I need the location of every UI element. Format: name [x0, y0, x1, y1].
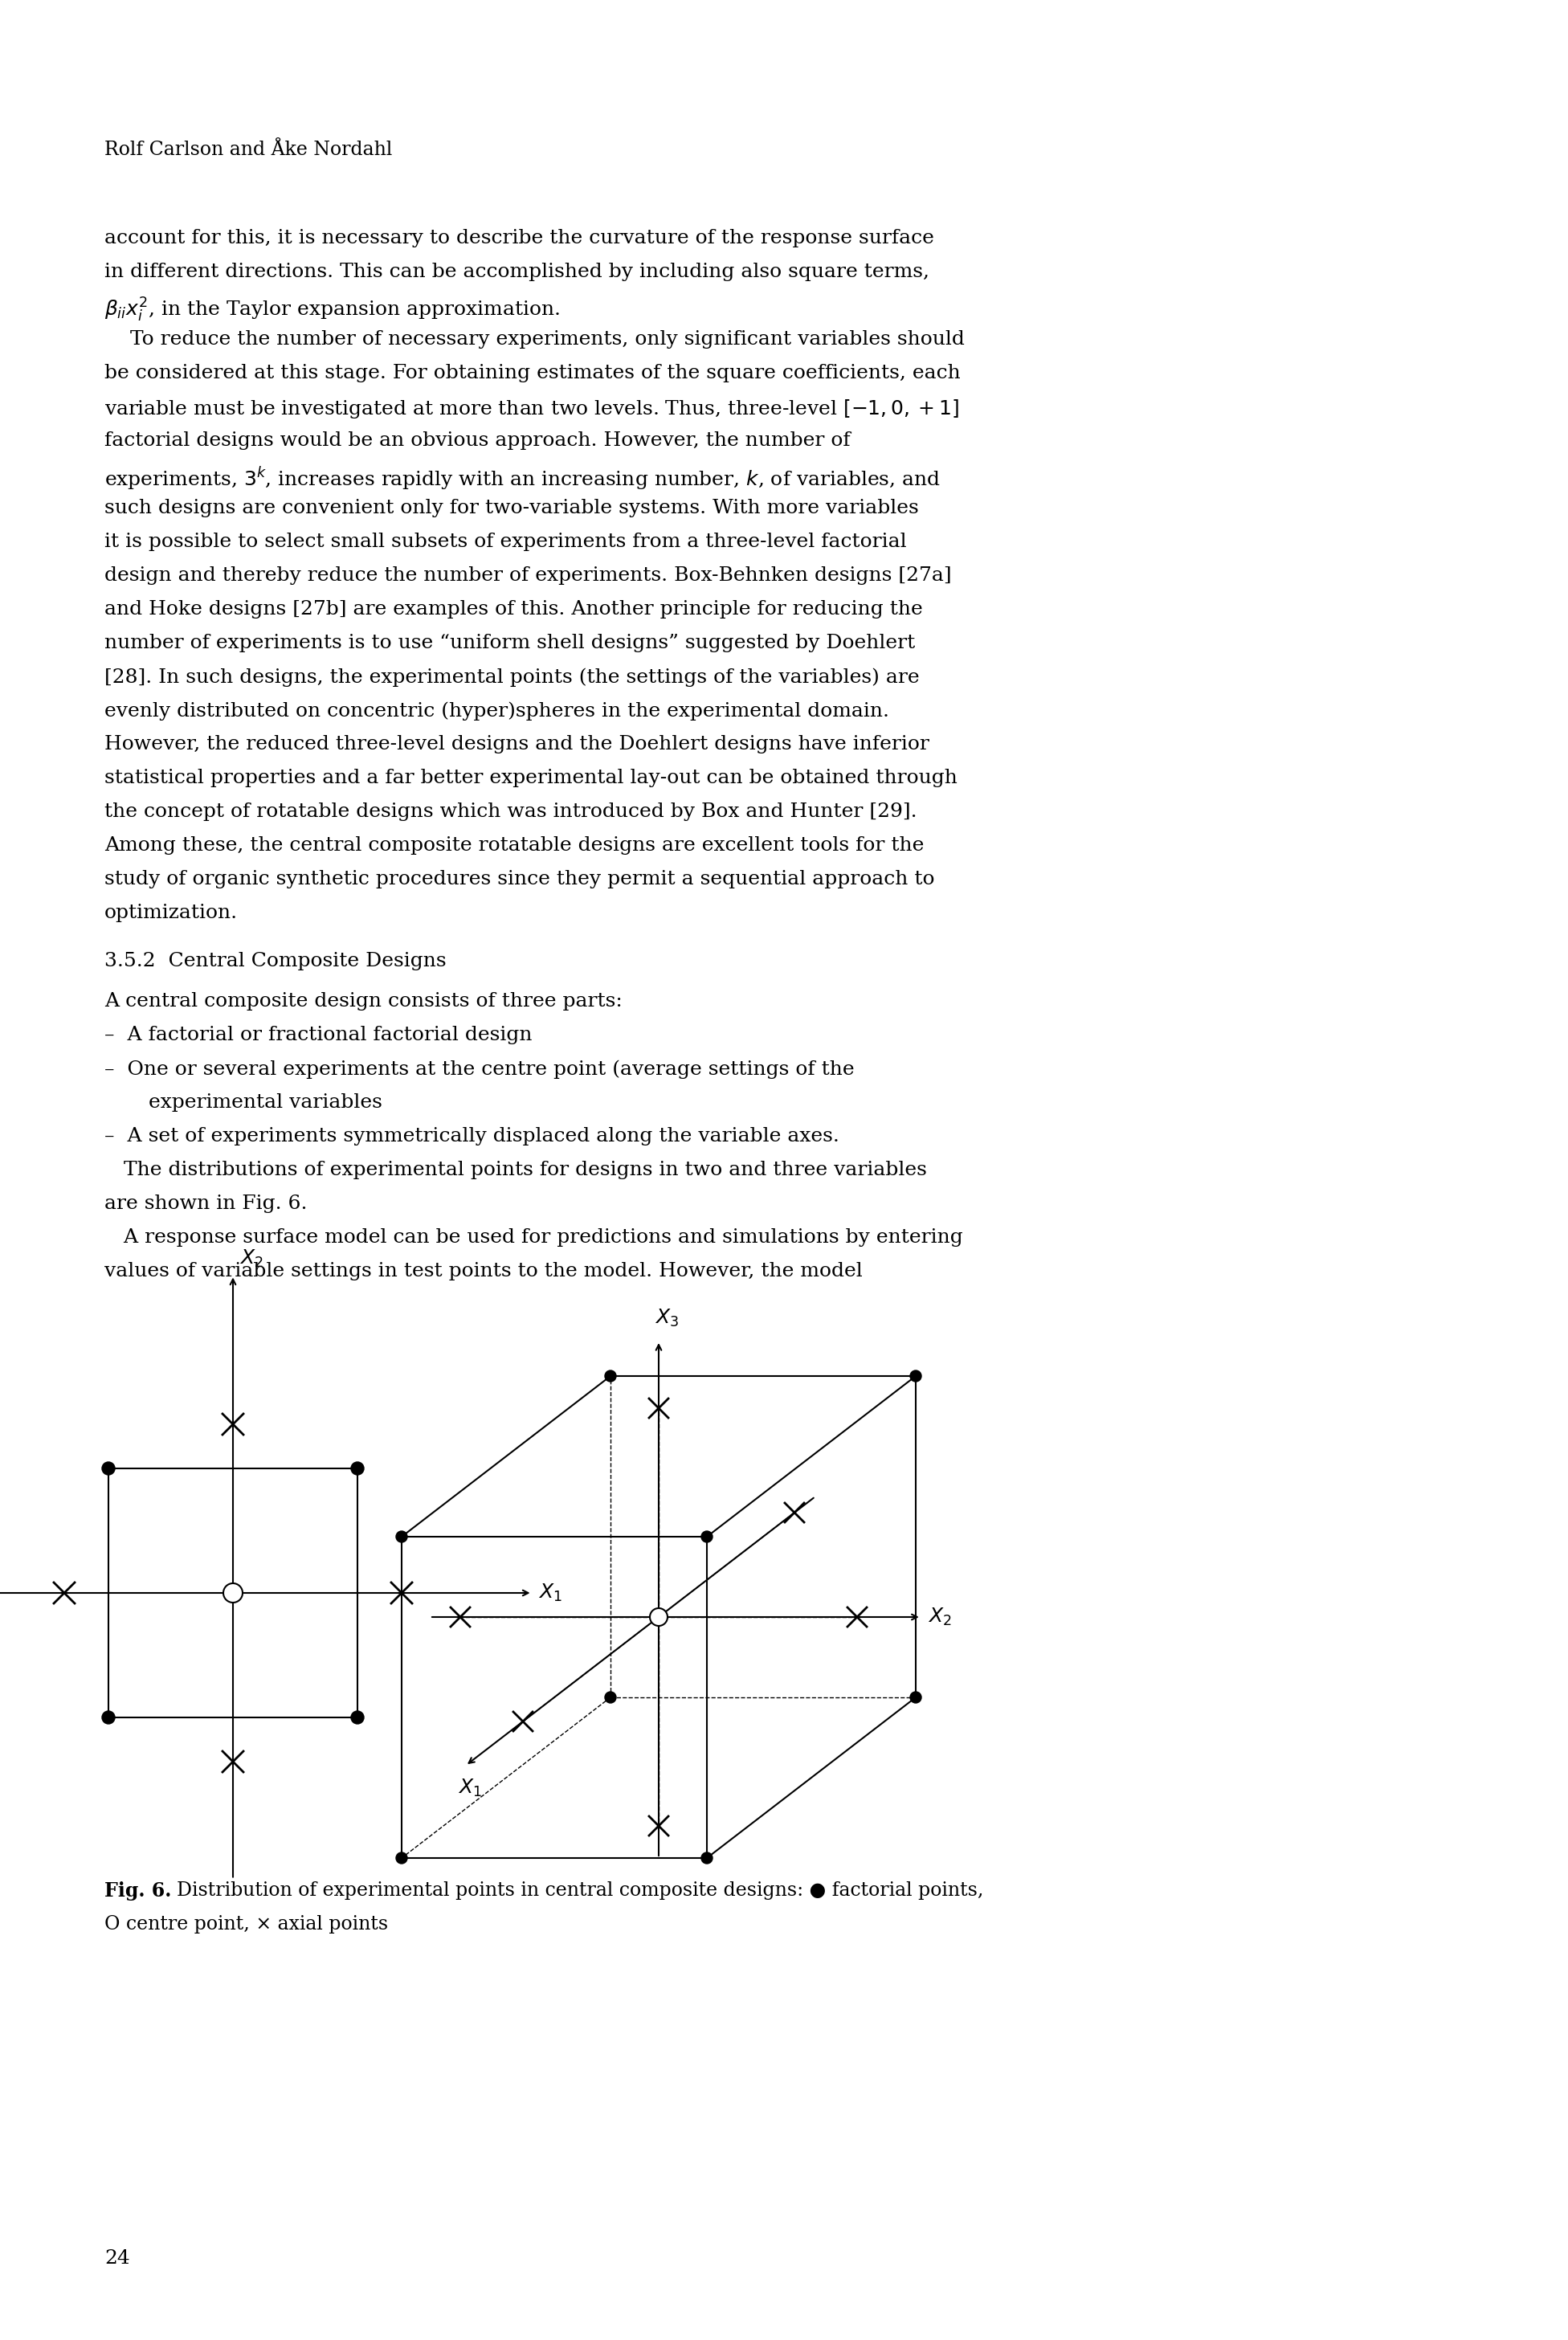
- Text: A central composite design consists of three parts:: A central composite design consists of t…: [105, 992, 622, 1011]
- Text: The distributions of experimental points for designs in two and three variables: The distributions of experimental points…: [105, 1161, 927, 1179]
- Circle shape: [701, 1853, 712, 1863]
- Text: values of variable settings in test points to the model. However, the model: values of variable settings in test poin…: [105, 1261, 862, 1280]
- Circle shape: [351, 1462, 364, 1474]
- Text: number of experiments is to use “uniform shell designs” suggested by Doehlert: number of experiments is to use “uniform…: [105, 634, 916, 653]
- Circle shape: [605, 1371, 616, 1381]
- Text: optimization.: optimization.: [105, 903, 238, 922]
- Text: and Hoke designs [27b] are examples of this. Another principle for reducing the: and Hoke designs [27b] are examples of t…: [105, 599, 922, 618]
- Text: $X_2$: $X_2$: [928, 1608, 952, 1629]
- Circle shape: [397, 1853, 408, 1863]
- Text: statistical properties and a far better experimental lay-out can be obtained thr: statistical properties and a far better …: [105, 770, 958, 786]
- Text: study of organic synthetic procedures since they permit a sequential approach to: study of organic synthetic procedures si…: [105, 870, 935, 889]
- Text: the concept of rotatable designs which was introduced by Box and Hunter [29].: the concept of rotatable designs which w…: [105, 803, 917, 821]
- Circle shape: [605, 1692, 616, 1704]
- Text: $X_1$: $X_1$: [458, 1778, 481, 1799]
- Text: Fig. 6.: Fig. 6.: [105, 1881, 171, 1900]
- Text: $X_3$: $X_3$: [655, 1308, 679, 1329]
- Text: Among these, the central composite rotatable designs are excellent tools for the: Among these, the central composite rotat…: [105, 835, 924, 854]
- Text: O centre point, × axial points: O centre point, × axial points: [105, 1914, 389, 1933]
- Circle shape: [102, 1462, 114, 1474]
- Text: experiments, $3^k$, increases rapidly with an increasing number, $k$, of variabl: experiments, $3^k$, increases rapidly wi…: [105, 466, 941, 491]
- Text: 3.5.2  Central Composite Designs: 3.5.2 Central Composite Designs: [105, 952, 447, 971]
- Circle shape: [351, 1711, 364, 1725]
- Text: design and thereby reduce the number of experiments. Box-Behnken designs [27a]: design and thereby reduce the number of …: [105, 566, 952, 585]
- Text: it is possible to select small subsets of experiments from a three-level factori: it is possible to select small subsets o…: [105, 534, 906, 550]
- Text: evenly distributed on concentric (hyper)spheres in the experimental domain.: evenly distributed on concentric (hyper)…: [105, 702, 889, 721]
- Circle shape: [397, 1530, 408, 1542]
- Text: 24: 24: [105, 2249, 130, 2267]
- Text: account for this, it is necessary to describe the curvature of the response surf: account for this, it is necessary to des…: [105, 229, 935, 248]
- Circle shape: [909, 1371, 922, 1381]
- Text: A response surface model can be used for predictions and simulations by entering: A response surface model can be used for…: [105, 1228, 963, 1247]
- Text: experimental variables: experimental variables: [149, 1093, 383, 1112]
- Circle shape: [223, 1584, 243, 1603]
- Text: However, the reduced three-level designs and the Doehlert designs have inferior: However, the reduced three-level designs…: [105, 735, 930, 753]
- Text: –  One or several experiments at the centre point (average settings of the: – One or several experiments at the cent…: [105, 1060, 855, 1079]
- Circle shape: [102, 1711, 114, 1725]
- Circle shape: [909, 1692, 922, 1704]
- Text: be considered at this stage. For obtaining estimates of the square coefficients,: be considered at this stage. For obtaini…: [105, 365, 961, 381]
- Text: Rolf Carlson and Åke Nordahl: Rolf Carlson and Åke Nordahl: [105, 140, 392, 159]
- Circle shape: [649, 1608, 668, 1626]
- Text: are shown in Fig. 6.: are shown in Fig. 6.: [105, 1193, 307, 1212]
- Circle shape: [701, 1530, 712, 1542]
- Text: [28]. In such designs, the experimental points (the settings of the variables) a: [28]. In such designs, the experimental …: [105, 667, 919, 686]
- Text: $X_2$: $X_2$: [240, 1250, 263, 1271]
- Text: in different directions. This can be accomplished by including also square terms: in different directions. This can be acc…: [105, 262, 930, 281]
- Text: –  A factorial or fractional factorial design: – A factorial or fractional factorial de…: [105, 1025, 532, 1044]
- Text: variable must be investigated at more than two levels. Thus, three-level $[-1, 0: variable must be investigated at more th…: [105, 398, 960, 421]
- Text: $X_1$: $X_1$: [538, 1582, 561, 1603]
- Text: Distribution of experimental points in central composite designs: ● factorial po: Distribution of experimental points in c…: [165, 1881, 983, 1900]
- Text: factorial designs would be an obvious approach. However, the number of: factorial designs would be an obvious ap…: [105, 431, 850, 449]
- Text: –  A set of experiments symmetrically displaced along the variable axes.: – A set of experiments symmetrically dis…: [105, 1128, 839, 1147]
- Text: $\beta_{ii}x_i^2$, in the Taylor expansion approximation.: $\beta_{ii}x_i^2$, in the Taylor expansi…: [105, 297, 560, 323]
- Text: To reduce the number of necessary experiments, only significant variables should: To reduce the number of necessary experi…: [105, 330, 964, 349]
- Text: such designs are convenient only for two-variable systems. With more variables: such designs are convenient only for two…: [105, 498, 919, 517]
